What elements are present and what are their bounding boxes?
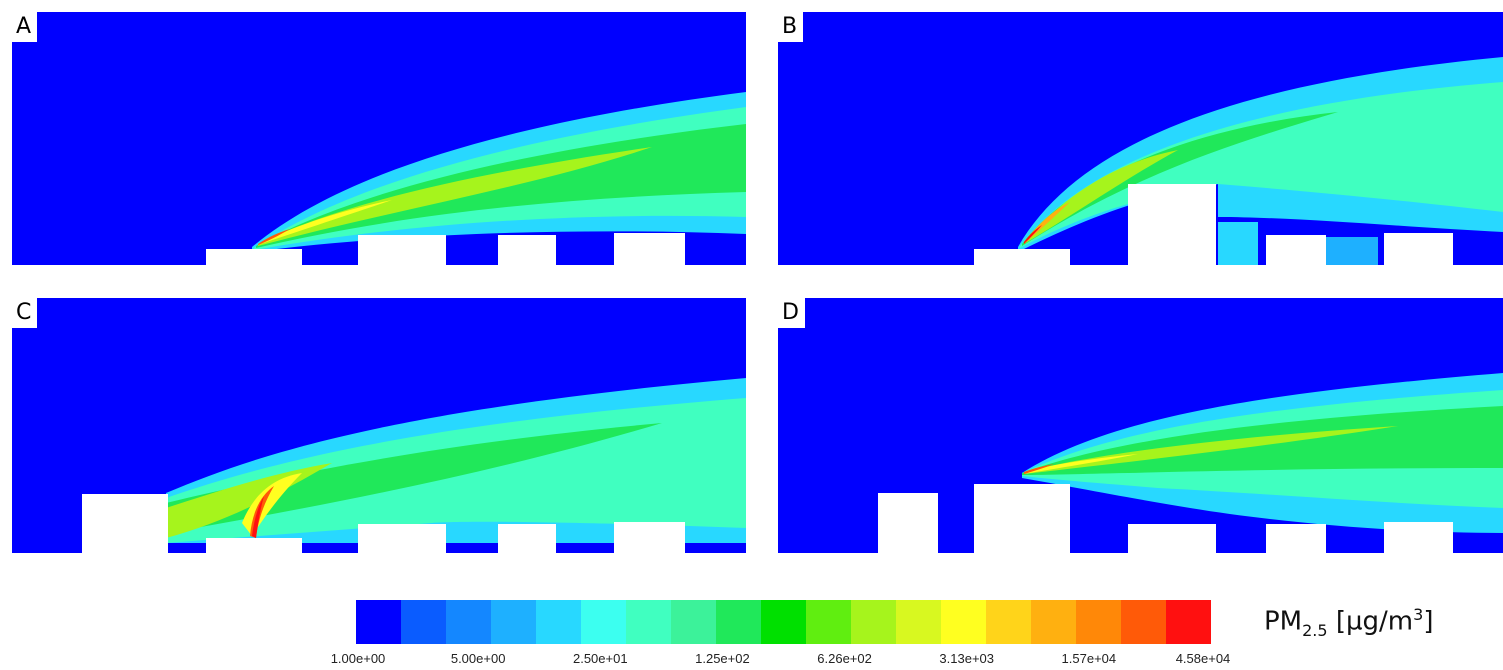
color-scale-tick-label: 1.00e+00 [330, 651, 386, 666]
units-subscript: 2.5 [1302, 620, 1328, 640]
color-swatch [1121, 600, 1166, 644]
color-swatch [851, 600, 896, 644]
color-swatch [1166, 600, 1211, 644]
color-swatch [716, 600, 761, 644]
panel-c: C [12, 298, 746, 553]
color-swatch [941, 600, 986, 644]
panel-d-label: D [778, 298, 805, 328]
color-swatch [761, 600, 806, 644]
panel-d: D [778, 298, 1503, 553]
color-swatch [626, 600, 671, 644]
contour-plot-a [206, 92, 746, 265]
color-swatch [401, 600, 446, 644]
color-swatch [581, 600, 626, 644]
color-swatch [896, 600, 941, 644]
color-scale-tick-label: 5.00e+00 [450, 651, 506, 666]
color-scale-tick-label: 3.13e+03 [939, 651, 994, 666]
color-scale-tick-label: 4.58e+04 [1175, 651, 1231, 666]
color-swatch [536, 600, 581, 644]
color-swatch [671, 600, 716, 644]
color-scale-tick-label: 6.26e+02 [817, 651, 872, 666]
panel-b-label: B [778, 12, 804, 42]
color-swatch [446, 600, 491, 644]
units-main: [µg/m [1327, 606, 1414, 637]
contour-plot-c [82, 378, 746, 553]
color-scale-bar [356, 600, 1211, 644]
color-scale-tick-label: 1.57e+04 [1061, 651, 1117, 666]
color-swatch [806, 600, 851, 644]
color-scale-tick-label: 1.25e+02 [695, 651, 750, 666]
units-end: ] [1423, 606, 1434, 637]
contour-plot-d [878, 373, 1503, 553]
panel-c-label: C [12, 298, 38, 328]
units-label: PM2.5 [µg/m3] [1264, 605, 1433, 640]
units-superscript: 3 [1413, 605, 1424, 624]
units-prefix: PM [1264, 606, 1303, 637]
color-swatch [1031, 600, 1076, 644]
color-swatch [491, 600, 536, 644]
color-swatch [1076, 600, 1121, 644]
panel-a: A [12, 12, 746, 265]
contour-plot-b [974, 57, 1503, 265]
panel-a-label: A [12, 12, 38, 42]
color-swatch [986, 600, 1031, 644]
color-swatch [356, 600, 401, 644]
panel-b: B [778, 12, 1503, 265]
color-scale-tick-label: 2.50e+01 [572, 651, 628, 666]
